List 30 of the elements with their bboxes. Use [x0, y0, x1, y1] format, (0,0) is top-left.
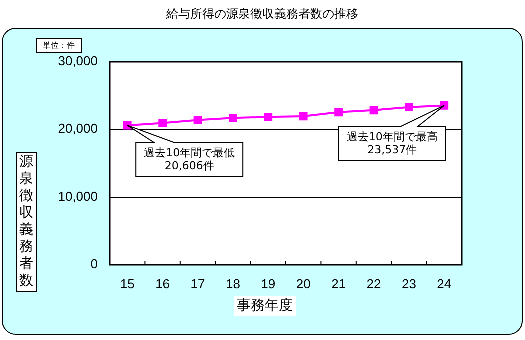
y-tick-label: 30,000	[58, 54, 98, 69]
x-tick-label: 23	[402, 276, 416, 292]
callout-arrow: 過去10年間で最低 20,606件	[127, 125, 244, 178]
x-tick-label: 24	[437, 276, 452, 292]
x-axis-title: 事務年度	[234, 296, 296, 316]
x-tick-label: 21	[332, 276, 346, 292]
point	[299, 112, 308, 121]
annotation: 過去10年間で最高 23,537件	[346, 130, 438, 157]
point	[194, 116, 202, 124]
x-tick-label: 17	[190, 276, 206, 292]
chart-title: 給与所得の源泉徴収義務者数の推移	[166, 6, 360, 23]
y-axis-title: 源泉徴収義務者数	[19, 154, 34, 290]
x-tick-label: 19	[261, 276, 276, 292]
y-tick-label: 0	[90, 256, 98, 272]
x-tick-label: 20	[296, 276, 311, 292]
point	[158, 119, 167, 128]
text: 単位：件	[36, 38, 82, 53]
point	[370, 106, 378, 115]
point	[405, 103, 414, 112]
x-tick-label: 22	[366, 276, 382, 292]
x-tick-label: 15	[120, 276, 135, 292]
callout-arrow: 過去10年間で最高 23,537件	[338, 105, 446, 162]
y-tick-label: 20,000	[58, 121, 98, 136]
annotation: 過去10年間で最低 20,606件	[144, 146, 236, 173]
point	[334, 108, 343, 117]
y-tick-label: 10,000	[58, 188, 98, 204]
point	[229, 114, 238, 122]
x-tick-label: 18	[226, 276, 240, 292]
x-tick-label: 16	[156, 276, 170, 292]
point	[264, 112, 273, 122]
